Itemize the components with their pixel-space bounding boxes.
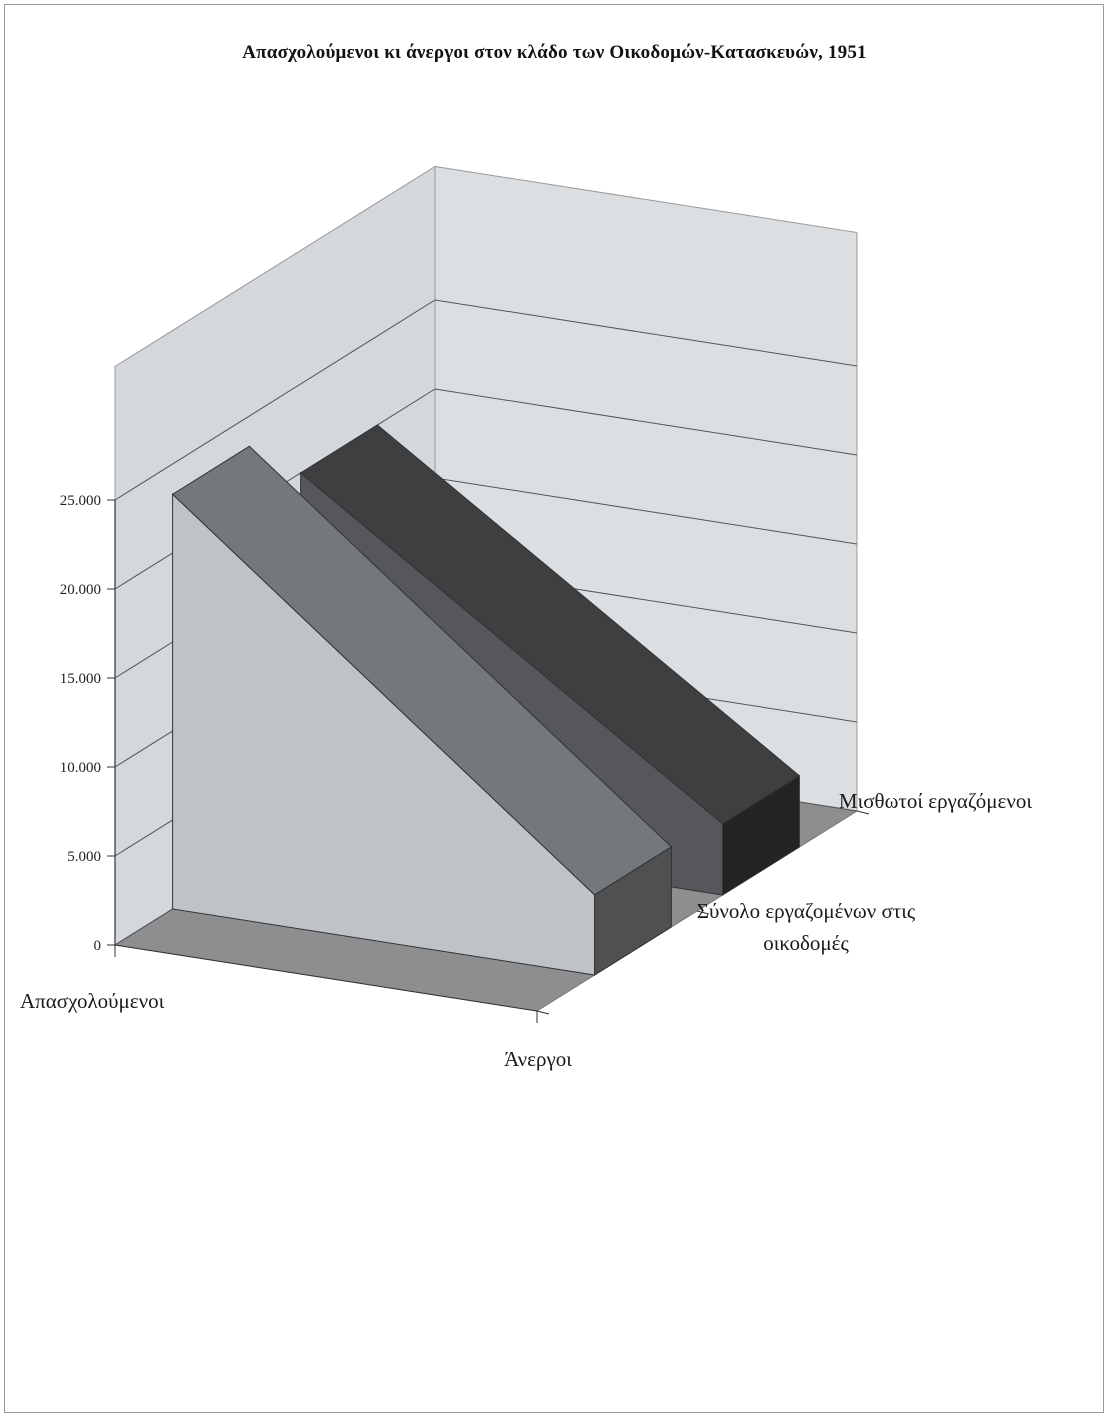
depth-tick [856,810,870,815]
depth-tick [696,910,710,915]
chart-title: Απασχολούμενοι κι άνεργοι στον κλάδο των… [242,42,867,63]
figure-frame [4,4,1104,1413]
gridline [114,299,858,501]
area-end-face [594,845,672,976]
value-axis: 0 5.000 10.000 15.000 20.000 25.000 [60,493,870,1023]
series-label: Μισθωτοί εργαζόμενοι [839,789,1032,813]
depth-tick [536,1010,550,1015]
y-tick-label: 25.000 [60,493,101,509]
y-tick-label: 15.000 [60,671,101,687]
y-tick-label: 10.000 [60,760,101,776]
x-axis-line [114,944,538,1012]
category-label: Απασχολούμενοι [20,989,165,1013]
area-end-face [722,774,800,896]
category-labels: Απασχολούμενοι Άνεργοι Σύνολο εργαζομένων … [20,789,1032,1071]
y-tick-label: 20.000 [60,582,101,598]
y-tick-label: 5.000 [67,849,101,865]
series-marks [171,424,801,976]
category-label: Άνεργοι [504,1047,572,1071]
y-tick-label: 0 [94,938,102,954]
series-label: Σύνολο εργαζομένων στις οικοδομές [697,899,916,955]
